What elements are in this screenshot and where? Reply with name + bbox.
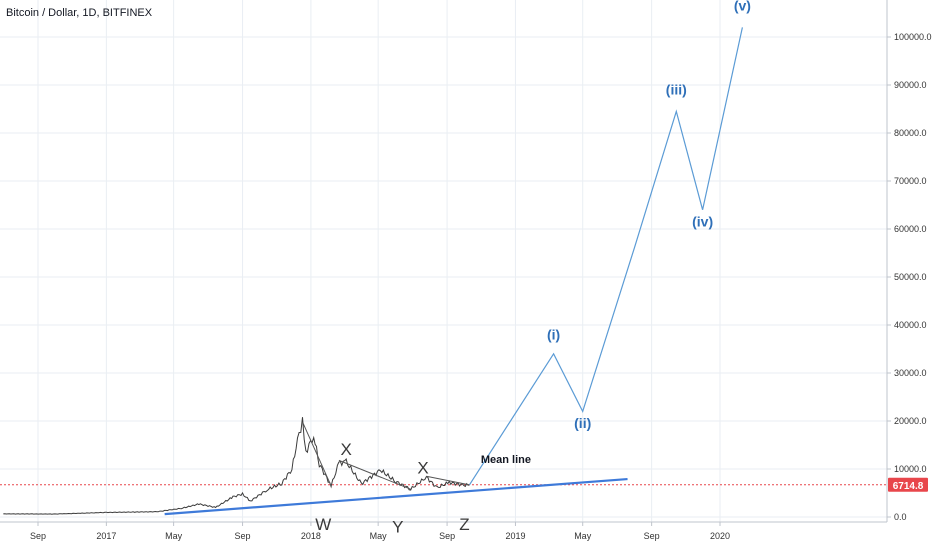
y-tick-label: 10000.0 — [894, 464, 927, 474]
x-tick-label: May — [165, 531, 183, 541]
corrective-trend-line — [338, 459, 411, 490]
mean-line — [164, 477, 628, 516]
y-tick-label: 100000.0 — [894, 32, 932, 42]
y-tick-label: 40000.0 — [894, 320, 927, 330]
corrective-trend-line — [302, 421, 332, 487]
x-tick-label: Sep — [235, 531, 251, 541]
mean-line-label: Mean line — [481, 454, 531, 466]
y-tick-label: 60000.0 — [894, 224, 927, 234]
wave-projection-line — [468, 27, 743, 486]
x-tick-label: 2018 — [301, 531, 321, 541]
y-tick-label: 80000.0 — [894, 128, 927, 138]
corrective-label: X — [417, 459, 428, 478]
corrective-label: X — [341, 440, 352, 459]
grid — [0, 0, 887, 522]
annotations: Mean line (i) (ii) (iii) (iv) (v) W X Y X Z — [315, 0, 751, 537]
x-tick-label: Sep — [439, 531, 455, 541]
y-tick-label: 70000.0 — [894, 176, 927, 186]
wave-label: (iv) — [692, 214, 713, 230]
plot-area — [3, 27, 743, 516]
y-tick-label: 20000.0 — [894, 416, 927, 426]
wave-label: (iii) — [666, 82, 687, 98]
wave-label: (i) — [547, 326, 560, 342]
price-history-line — [3, 417, 470, 515]
y-tick-label: 90000.0 — [894, 80, 927, 90]
y-axis: 0.0 10000.0 20000.0 30000.0 40000.0 50000.0 60… — [887, 32, 932, 522]
x-axis: Sep 2017 May Sep 2018 May Sep 2019 May Sep 2020 — [30, 522, 730, 541]
corrective-label: W — [315, 515, 331, 534]
corrective-trend-line — [426, 475, 470, 486]
x-tick-label: May — [370, 531, 388, 541]
corrective-label: Z — [459, 515, 469, 534]
y-tick-label: 50000.0 — [894, 272, 927, 282]
y-tick-label: 30000.0 — [894, 368, 927, 378]
wave-label: (v) — [734, 0, 751, 14]
current-price-badge: 6714.8 — [888, 477, 928, 492]
x-tick-label: May — [574, 531, 592, 541]
x-tick-label: 2019 — [505, 531, 525, 541]
chart-title: Bitcoin / Dollar, 1D, BITFINEX — [6, 7, 153, 19]
y-tick-label: 0.0 — [894, 512, 907, 522]
x-tick-label: 2017 — [96, 531, 116, 541]
x-tick-label: Sep — [30, 531, 46, 541]
wave-label: (ii) — [574, 415, 591, 431]
corrective-label: Y — [392, 518, 403, 537]
price-badge-label: 6714.8 — [893, 481, 924, 492]
x-tick-label: 2020 — [710, 531, 730, 541]
price-badge-rect — [888, 477, 928, 492]
x-tick-label: Sep — [644, 531, 660, 541]
